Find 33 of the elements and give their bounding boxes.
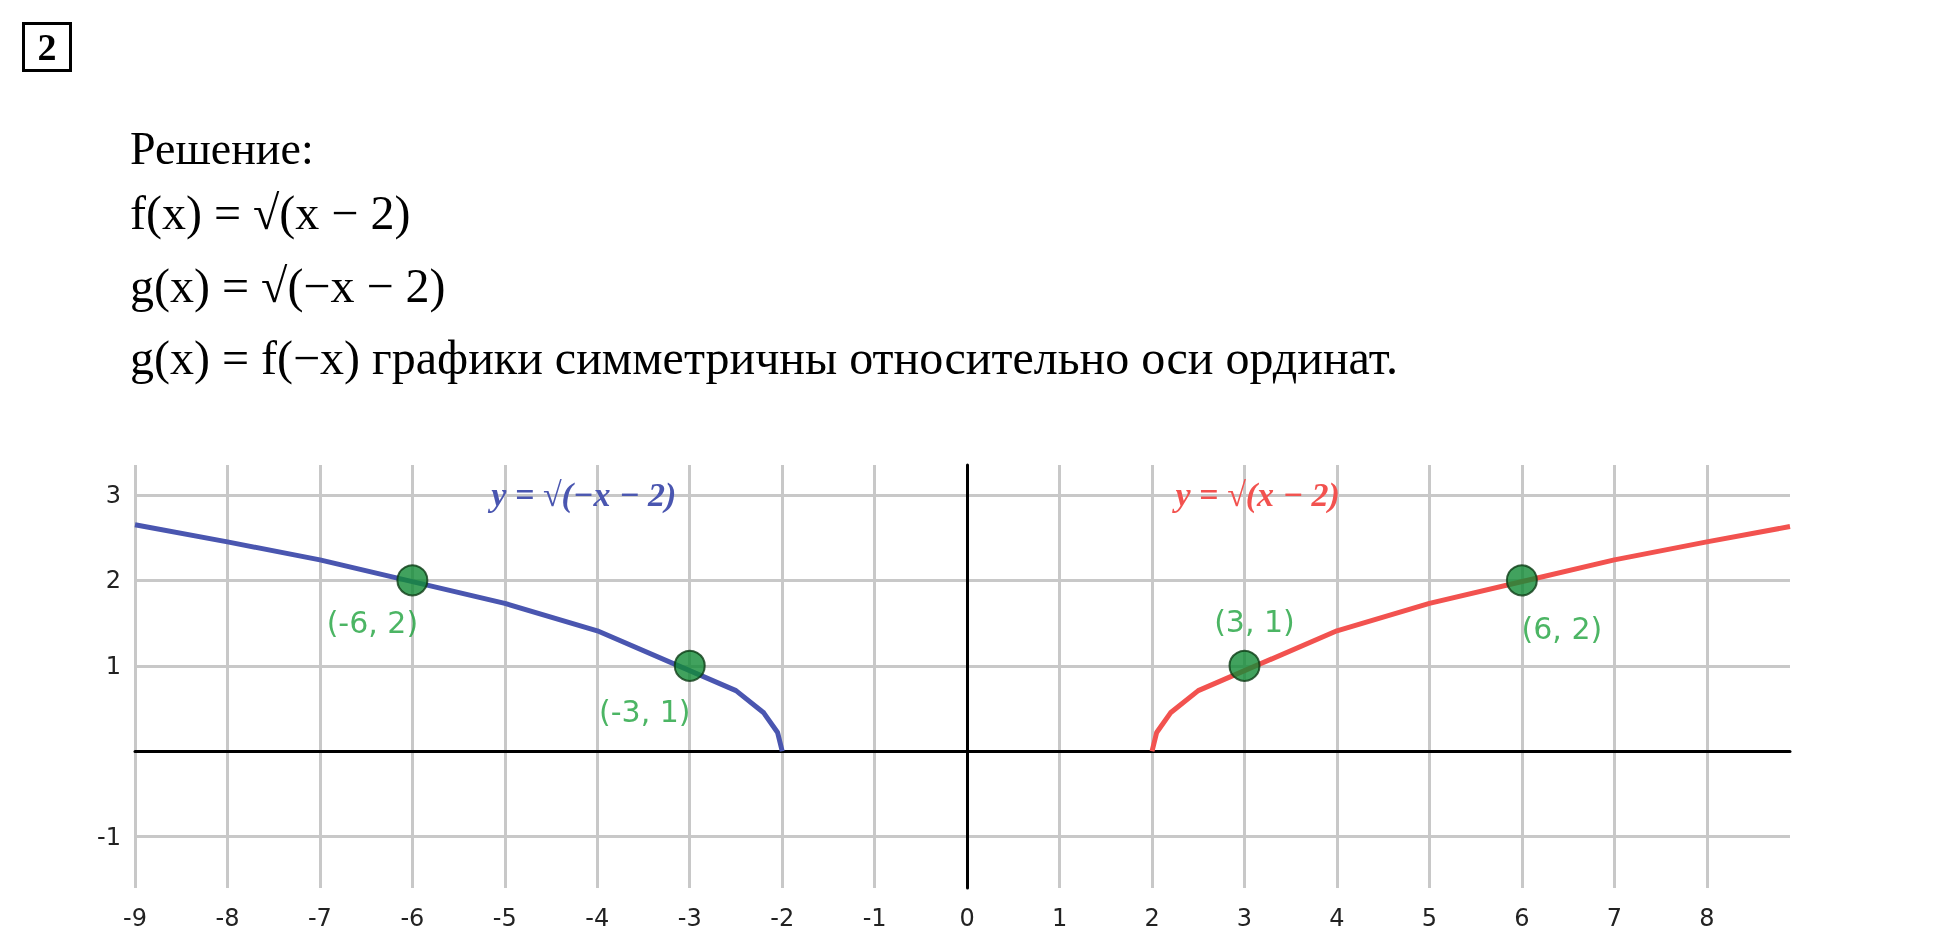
x-tick-label: -2: [770, 904, 795, 932]
x-tick-label: 6: [1514, 904, 1530, 932]
x-tick-label: -7: [307, 904, 332, 932]
x-tick-label: -4: [585, 904, 610, 932]
data-label: (6, 2): [1521, 610, 1603, 646]
x-tick-label: 3: [1236, 904, 1253, 932]
text: y = √(−x − 2): [487, 476, 677, 515]
text: y = √(x − 2): [1171, 476, 1340, 515]
y-tick-label: -1: [97, 822, 121, 851]
text: g(x) = f(−x) графики симметричны относительно оси ординат.: [130, 330, 1399, 385]
y-tick-label: 1: [105, 651, 121, 680]
x-tick-label: 7: [1606, 904, 1622, 932]
x-tick-label: -1: [862, 904, 887, 932]
text: f(x) = √(x − 2): [130, 185, 411, 240]
chart-title: 2: [22, 22, 72, 72]
y-tick-label: 3: [105, 480, 121, 509]
x-tick-label: -8: [215, 904, 240, 932]
data-label: (-6, 2): [326, 604, 419, 640]
data-label: (-3, 1): [599, 694, 691, 730]
x-tick-label: -6: [400, 904, 425, 932]
chart-subtitle: Решение:: [130, 122, 314, 175]
text: g(x) = √(−x − 2): [130, 258, 446, 313]
x-tick-label: 8: [1699, 904, 1715, 932]
y-tick-label: 2: [105, 566, 121, 595]
x-tick-label: 4: [1329, 904, 1345, 932]
x-tick-label: 1: [1051, 904, 1068, 932]
x-tick-label: -3: [677, 904, 702, 932]
x-tick-label: 2: [1144, 904, 1160, 932]
x-tick-label: -9: [123, 904, 147, 932]
x-tick-label: 0: [959, 904, 975, 932]
x-tick-label: 5: [1421, 904, 1438, 932]
x-tick-label: -5: [492, 904, 517, 932]
data-label: (3, 1): [1214, 604, 1295, 640]
